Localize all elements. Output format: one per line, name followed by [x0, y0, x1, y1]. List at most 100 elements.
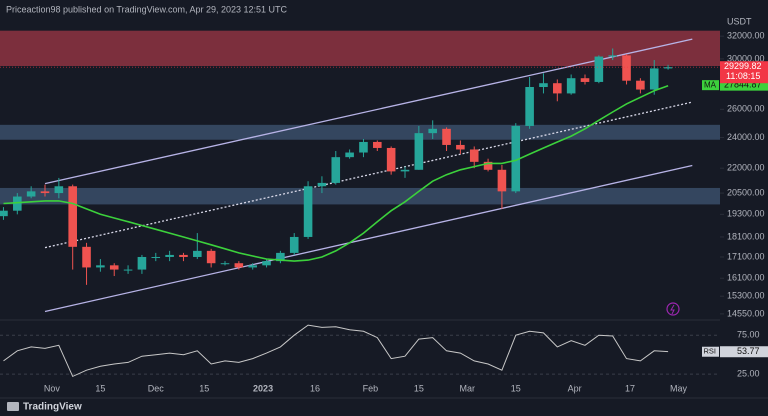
zone — [0, 187, 720, 205]
last-price-tag-bg — [720, 61, 768, 84]
candle-body — [553, 83, 562, 94]
candle-body — [151, 256, 161, 258]
candle-body — [193, 250, 202, 257]
y-tick-label: 18100.00 — [727, 231, 765, 241]
candle-body — [636, 80, 645, 90]
candle-body — [373, 141, 382, 148]
candle-body — [26, 191, 36, 197]
logo-icon — [7, 402, 19, 411]
overlay-tag: 27844.87 — [724, 80, 762, 90]
plot-area — [0, 30, 720, 378]
alert-bolt — [670, 304, 675, 315]
candle-body — [580, 78, 590, 82]
candle-body — [262, 261, 271, 266]
countdown: 11:08:15 — [726, 71, 760, 81]
candle-body — [13, 196, 22, 211]
candle-body — [165, 254, 174, 257]
candle-body — [442, 128, 451, 145]
y-tick-label: 30000.00 — [727, 53, 765, 63]
candle-body — [608, 55, 617, 57]
candle-body — [649, 68, 659, 90]
rsi-line — [3, 324, 669, 378]
candle-body — [622, 55, 631, 81]
overlay-line — [3, 84, 669, 262]
candle-body — [137, 256, 147, 270]
candle-body — [469, 149, 479, 162]
candle-body — [539, 83, 548, 87]
y-tick-label: 19300.00 — [727, 209, 765, 219]
candle-body — [483, 161, 493, 170]
candle-body — [0, 210, 8, 217]
x-tick-label: 15 — [511, 383, 521, 393]
candle-body — [566, 78, 576, 94]
last-price-tag: 29299.82 — [724, 61, 762, 71]
candle-body — [663, 67, 673, 69]
candle-body — [234, 263, 244, 268]
candle-body — [594, 56, 604, 82]
y-tick-label: 25.00 — [737, 368, 760, 378]
overlay-tag-name: MA — [704, 80, 717, 89]
y-tick-label: 75.00 — [737, 330, 760, 340]
x-tick-label: Dec — [148, 383, 165, 393]
candle-body — [525, 86, 534, 126]
y-tick-label: 15300.00 — [727, 291, 765, 301]
candle-body — [345, 152, 354, 158]
candle-body — [276, 252, 285, 262]
candle-body — [248, 265, 257, 268]
candle-body — [428, 128, 437, 134]
y-tick-label: 26000.00 — [727, 104, 765, 114]
candle-body — [359, 141, 368, 153]
candle-body — [82, 246, 91, 268]
zone — [0, 124, 720, 140]
y-tick-label: 17100.00 — [727, 251, 765, 261]
x-tick-label: Mar — [460, 383, 476, 393]
rsi-tag-bg — [720, 346, 768, 358]
y-tick-label: 24000.00 — [727, 132, 765, 142]
candle-body — [96, 265, 105, 268]
candle-body — [386, 147, 396, 172]
x-tick-label: 15 — [414, 383, 424, 393]
candle-body — [40, 191, 50, 194]
candle-body — [511, 125, 521, 192]
candle-body — [109, 265, 119, 270]
x-tick-label: 15 — [95, 383, 105, 393]
candle-body — [414, 133, 424, 170]
x-tick-label: 16 — [310, 383, 320, 393]
x-tick-label: Apr — [568, 383, 582, 393]
candle-body — [289, 236, 299, 253]
candle-body — [68, 186, 77, 247]
trendline — [44, 101, 693, 249]
logo[interactable]: TradingView — [23, 402, 82, 413]
candle-body — [206, 250, 216, 264]
candle-body — [497, 169, 507, 192]
candle-body — [400, 169, 410, 172]
zone — [0, 30, 720, 67]
x-tick-label: 2023 — [253, 383, 273, 393]
candle-body — [54, 186, 64, 194]
candle-body — [123, 269, 133, 271]
candle-body — [179, 254, 188, 257]
rsi-tag-name: RSI — [704, 347, 717, 356]
y-tick-label: 20500.00 — [727, 187, 765, 197]
trendline — [44, 164, 693, 313]
rsi-tag-name-bg — [702, 346, 719, 357]
rsi-tag: 53.77 — [737, 346, 760, 356]
candle-body — [456, 144, 465, 150]
candle-body — [220, 263, 230, 265]
y-tick-label: 14550.00 — [727, 308, 765, 318]
candle-body — [331, 157, 341, 183]
overlay-tag-name-bg — [702, 80, 719, 91]
overlay-tag-bg — [720, 79, 768, 91]
alert-icon[interactable] — [666, 302, 680, 316]
trendline — [44, 38, 693, 185]
y-tick-label: 32000.00 — [727, 31, 765, 41]
y-tick-label: 22000.00 — [727, 163, 765, 173]
x-tick-label: May — [670, 383, 688, 393]
x-tick-label: 17 — [625, 383, 635, 393]
x-tick-label: Nov — [44, 383, 61, 393]
y-tick-label: 16100.00 — [727, 273, 765, 283]
header: Priceaction98 published on TradingView.c… — [6, 4, 288, 14]
